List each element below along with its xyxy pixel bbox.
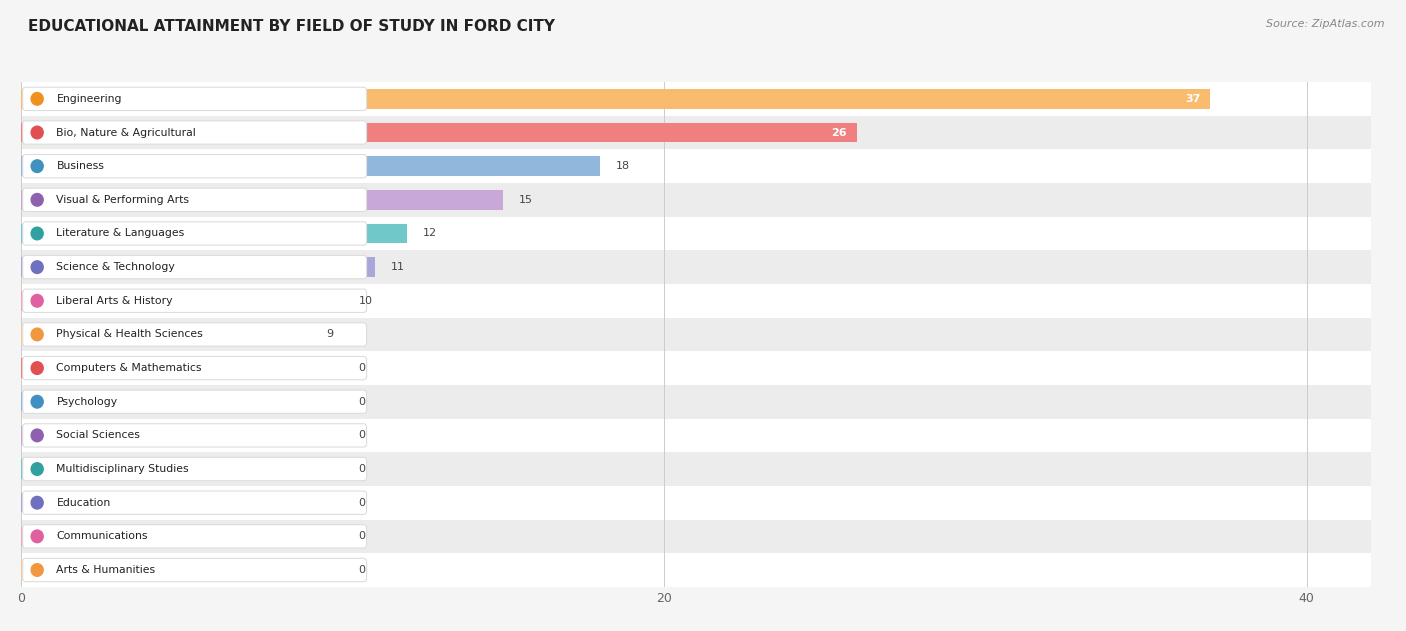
- FancyBboxPatch shape: [22, 457, 367, 481]
- Bar: [21, 89, 1211, 109]
- Bar: [21, 560, 343, 580]
- Text: Computers & Mathematics: Computers & Mathematics: [56, 363, 202, 373]
- FancyBboxPatch shape: [22, 188, 367, 211]
- Text: 12: 12: [423, 228, 437, 239]
- Bar: [21, 257, 374, 277]
- Text: EDUCATIONAL ATTAINMENT BY FIELD OF STUDY IN FORD CITY: EDUCATIONAL ATTAINMENT BY FIELD OF STUDY…: [28, 19, 555, 34]
- Bar: [21, 123, 856, 142]
- Bar: [21, 351, 1371, 385]
- Text: Multidisciplinary Studies: Multidisciplinary Studies: [56, 464, 188, 474]
- Text: Science & Technology: Science & Technology: [56, 262, 176, 272]
- FancyBboxPatch shape: [22, 525, 367, 548]
- Bar: [21, 385, 1371, 418]
- FancyBboxPatch shape: [22, 155, 367, 178]
- Text: Source: ZipAtlas.com: Source: ZipAtlas.com: [1267, 19, 1385, 29]
- Circle shape: [31, 362, 44, 374]
- Text: Engineering: Engineering: [56, 94, 122, 104]
- Bar: [21, 224, 406, 243]
- Text: Education: Education: [56, 498, 111, 508]
- Text: 26: 26: [831, 127, 846, 138]
- FancyBboxPatch shape: [22, 558, 367, 582]
- Circle shape: [31, 93, 44, 105]
- Text: Liberal Arts & History: Liberal Arts & History: [56, 296, 173, 306]
- Text: Visual & Performing Arts: Visual & Performing Arts: [56, 195, 190, 205]
- Bar: [21, 486, 1371, 519]
- Bar: [21, 216, 1371, 251]
- FancyBboxPatch shape: [22, 357, 367, 380]
- FancyBboxPatch shape: [22, 87, 367, 110]
- FancyBboxPatch shape: [22, 256, 367, 279]
- Text: 0: 0: [359, 565, 366, 575]
- FancyBboxPatch shape: [22, 491, 367, 514]
- Circle shape: [31, 194, 44, 206]
- Circle shape: [31, 328, 44, 341]
- Bar: [21, 553, 1371, 587]
- Bar: [21, 426, 343, 445]
- Bar: [21, 183, 1371, 216]
- Bar: [21, 115, 1371, 150]
- Circle shape: [31, 463, 44, 475]
- Text: Psychology: Psychology: [56, 397, 118, 407]
- Bar: [21, 156, 599, 176]
- Circle shape: [31, 396, 44, 408]
- Circle shape: [31, 126, 44, 139]
- Bar: [21, 493, 343, 512]
- FancyBboxPatch shape: [22, 121, 367, 144]
- Text: Bio, Nature & Agricultural: Bio, Nature & Agricultural: [56, 127, 197, 138]
- Text: 9: 9: [326, 329, 333, 339]
- Text: 0: 0: [359, 363, 366, 373]
- Bar: [21, 418, 1371, 452]
- Circle shape: [31, 563, 44, 576]
- Text: 0: 0: [359, 464, 366, 474]
- FancyBboxPatch shape: [22, 424, 367, 447]
- Text: Business: Business: [56, 161, 104, 171]
- Bar: [21, 452, 1371, 486]
- FancyBboxPatch shape: [22, 323, 367, 346]
- FancyBboxPatch shape: [22, 390, 367, 413]
- Bar: [21, 392, 343, 411]
- Bar: [21, 317, 1371, 351]
- Bar: [21, 519, 1371, 553]
- FancyBboxPatch shape: [22, 289, 367, 312]
- Text: 10: 10: [359, 296, 373, 306]
- Text: Physical & Health Sciences: Physical & Health Sciences: [56, 329, 204, 339]
- Bar: [21, 291, 343, 310]
- Text: 0: 0: [359, 430, 366, 440]
- Circle shape: [31, 160, 44, 172]
- Text: Communications: Communications: [56, 531, 148, 541]
- Text: 18: 18: [616, 161, 630, 171]
- Circle shape: [31, 429, 44, 442]
- Text: 11: 11: [391, 262, 405, 272]
- Circle shape: [31, 530, 44, 543]
- Bar: [21, 251, 1371, 284]
- Circle shape: [31, 227, 44, 240]
- Bar: [21, 459, 343, 479]
- Text: 37: 37: [1185, 94, 1201, 104]
- FancyBboxPatch shape: [22, 222, 367, 245]
- Bar: [21, 284, 1371, 317]
- Bar: [21, 190, 503, 209]
- Text: Arts & Humanities: Arts & Humanities: [56, 565, 156, 575]
- Text: 0: 0: [359, 397, 366, 407]
- Text: Social Sciences: Social Sciences: [56, 430, 141, 440]
- Text: Literature & Languages: Literature & Languages: [56, 228, 184, 239]
- Circle shape: [31, 261, 44, 273]
- Bar: [21, 82, 1371, 115]
- Bar: [21, 325, 311, 344]
- Text: 0: 0: [359, 531, 366, 541]
- Circle shape: [31, 295, 44, 307]
- Circle shape: [31, 497, 44, 509]
- Text: 15: 15: [519, 195, 533, 205]
- Text: 0: 0: [359, 498, 366, 508]
- Bar: [21, 358, 343, 378]
- Bar: [21, 150, 1371, 183]
- Bar: [21, 527, 343, 546]
